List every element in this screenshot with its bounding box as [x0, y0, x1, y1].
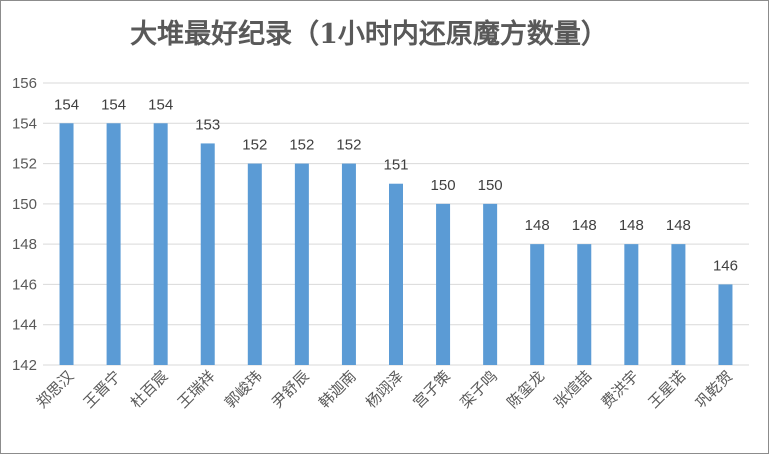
chart-title: 大堆最好纪录（1小时内还原魔方数量）	[130, 18, 608, 50]
bar-1	[106, 123, 121, 366]
bar-11	[577, 244, 592, 365]
data-labels: 154 154 154 153 152 152 152 151 150 150 148 148 148 1…	[54, 96, 738, 274]
bar-7	[389, 183, 403, 365]
category-label: 巩乾贺	[692, 367, 737, 412]
data-label: 154	[101, 96, 126, 113]
bar-4	[247, 163, 262, 365]
category-label: 栾子鸣	[456, 367, 501, 412]
category-label: 王晋宁	[80, 367, 125, 412]
bar-2	[153, 123, 168, 366]
data-label: 148	[619, 217, 644, 234]
data-label: 148	[572, 217, 597, 234]
y-tick-label: 154	[12, 115, 37, 132]
data-label: 150	[431, 177, 456, 194]
data-label: 152	[289, 137, 314, 154]
y-tick-label: 148	[12, 236, 37, 253]
category-label: 陈玺龙	[503, 367, 548, 412]
data-label: 150	[478, 177, 503, 194]
y-tick-label: 152	[12, 156, 37, 173]
bar-5	[294, 163, 309, 365]
y-tick-label: 144	[12, 317, 37, 334]
y-tick-label: 142	[12, 357, 37, 374]
category-label: 杨翊泽	[362, 367, 407, 412]
category-label: 张煊喆	[551, 367, 596, 412]
bar-13	[671, 244, 686, 365]
bar-10	[530, 244, 545, 365]
data-label: 154	[148, 96, 173, 113]
bar-6	[341, 163, 356, 365]
bar-14	[718, 284, 733, 365]
bars	[59, 123, 733, 366]
data-label: 148	[666, 217, 691, 234]
category-label: 费洪宇	[598, 367, 643, 412]
bar-12	[624, 244, 639, 365]
data-label: 146	[713, 257, 738, 274]
data-label: 151	[383, 157, 408, 174]
category-label: 郑思汉	[33, 367, 78, 412]
category-label: 王瑞祥	[174, 367, 219, 412]
x-axis-category-labels: 郑思汉 王晋宁 杜百宸 王瑞祥 郭峻玮 尹舒辰 韩迦南 杨翊泽 宫子策 栾子鸣 陈玺龙 张煊喆 费洪宇王…	[33, 367, 736, 412]
bar-9	[483, 203, 498, 365]
data-label: 152	[336, 137, 361, 154]
y-tick-label: 150	[12, 196, 37, 213]
data-label: 152	[242, 137, 267, 154]
category-label: 韩迦南	[315, 367, 360, 412]
category-label: 尹舒辰	[268, 367, 313, 412]
bar-8	[436, 203, 451, 365]
bar-3	[200, 143, 215, 365]
data-label: 148	[525, 217, 550, 234]
category-label: 王星诺	[645, 367, 690, 412]
y-tick-label: 156	[12, 75, 37, 92]
category-label: 宫子策	[409, 367, 454, 412]
category-label: 杜百宸	[127, 367, 172, 412]
y-axis-tick-labels: 142 144 146 148 150 152 154 156	[12, 75, 37, 374]
category-label: 郭峻玮	[221, 367, 266, 412]
bar-0	[59, 123, 74, 366]
data-label: 153	[195, 116, 220, 133]
data-label: 154	[54, 96, 79, 113]
y-tick-label: 146	[12, 276, 37, 293]
